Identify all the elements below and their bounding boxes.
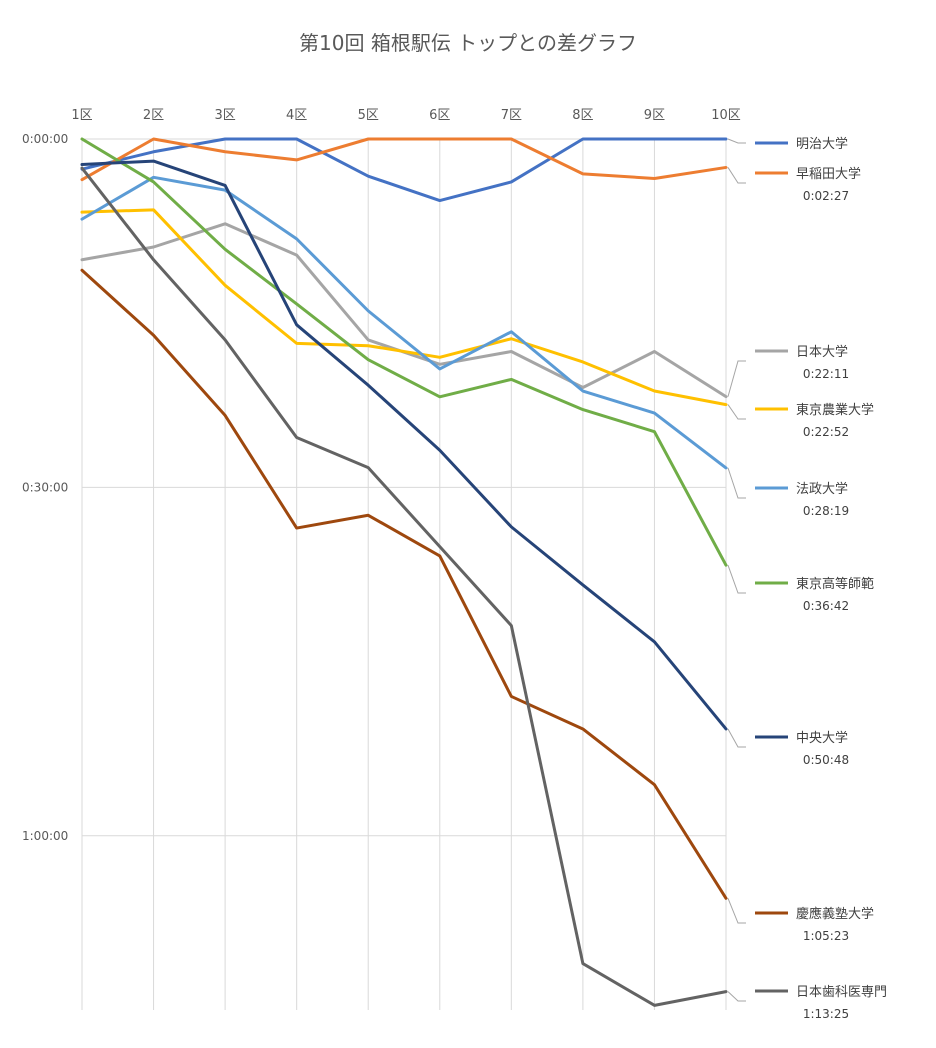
legend-final-gap: 1:13:25	[803, 1007, 849, 1021]
series-line	[80, 222, 728, 399]
legend-series-name: 明治大学	[796, 136, 848, 152]
leader-line	[727, 728, 746, 748]
leader-line	[727, 565, 746, 594]
x-tick-label: 1区	[71, 108, 92, 123]
legend-final-gap: 0:22:52	[803, 425, 849, 439]
x-tick-label: 4区	[286, 108, 307, 123]
legend-final-gap: 0:50:48	[803, 753, 849, 767]
x-tick-label: 7区	[501, 108, 522, 123]
legend-final-gap: 0:36:42	[803, 599, 849, 613]
legend-series-name: 法政大学	[796, 481, 848, 497]
gridlines	[81, 138, 727, 1010]
y-axis-ticks: 0:00:00 0:30:00 1:00:00	[22, 132, 68, 843]
x-tick-label: 10区	[711, 108, 741, 123]
legend-series-name: 日本大学	[796, 344, 848, 360]
chart-title: 第10回 箱根駅伝 トップとの差グラフ	[299, 31, 637, 55]
x-axis-ticks: 1区 2区 3区 4区 5区 6区 7区 8区 9区 10区	[71, 108, 740, 123]
leader-line	[727, 167, 746, 184]
legend-series-name: 早稲田大学	[796, 166, 861, 182]
series-line	[80, 137, 728, 567]
x-tick-label: 8区	[572, 108, 593, 123]
legend-final-gap: 1:05:23	[803, 929, 849, 943]
leader-line	[727, 467, 746, 499]
x-tick-label: 3区	[214, 108, 235, 123]
leader-line	[727, 360, 746, 397]
legend-final-gap: 0:02:27	[803, 189, 849, 203]
legend-series-name: 中央大学	[796, 730, 848, 746]
x-tick-label: 5区	[358, 108, 379, 123]
series-line	[80, 137, 728, 182]
legend-series-name: 日本歯科医専門	[796, 985, 887, 1000]
series-line	[80, 175, 728, 470]
series-lines	[80, 137, 728, 1007]
leader-line	[727, 138, 746, 144]
legend-final-gap: 0:22:11	[803, 367, 849, 381]
y-tick-label: 1:00:00	[22, 829, 68, 843]
leader-line	[727, 991, 746, 1002]
legend-final-gap: 0:28:19	[803, 504, 849, 518]
leader-line	[727, 404, 746, 420]
series-line	[80, 166, 728, 1007]
series-line	[80, 268, 728, 900]
y-tick-label: 0:30:00	[22, 480, 68, 494]
series-line	[80, 208, 728, 407]
legend-series-name: 東京農業大学	[796, 402, 874, 418]
x-tick-label: 9区	[644, 108, 665, 123]
leader-line	[727, 898, 746, 924]
x-tick-label: 6区	[429, 108, 450, 123]
legend-series-name: 慶應義塾大学	[796, 906, 874, 922]
y-tick-label: 0:00:00	[22, 132, 68, 146]
legend-series-name: 東京高等師範	[796, 576, 874, 592]
series-line	[80, 159, 728, 731]
x-tick-label: 2区	[143, 108, 164, 123]
